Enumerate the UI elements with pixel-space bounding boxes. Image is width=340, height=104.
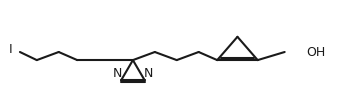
Text: N: N: [144, 67, 153, 80]
Text: N: N: [112, 67, 122, 80]
Text: I: I: [9, 43, 13, 56]
Text: OH: OH: [307, 46, 326, 58]
